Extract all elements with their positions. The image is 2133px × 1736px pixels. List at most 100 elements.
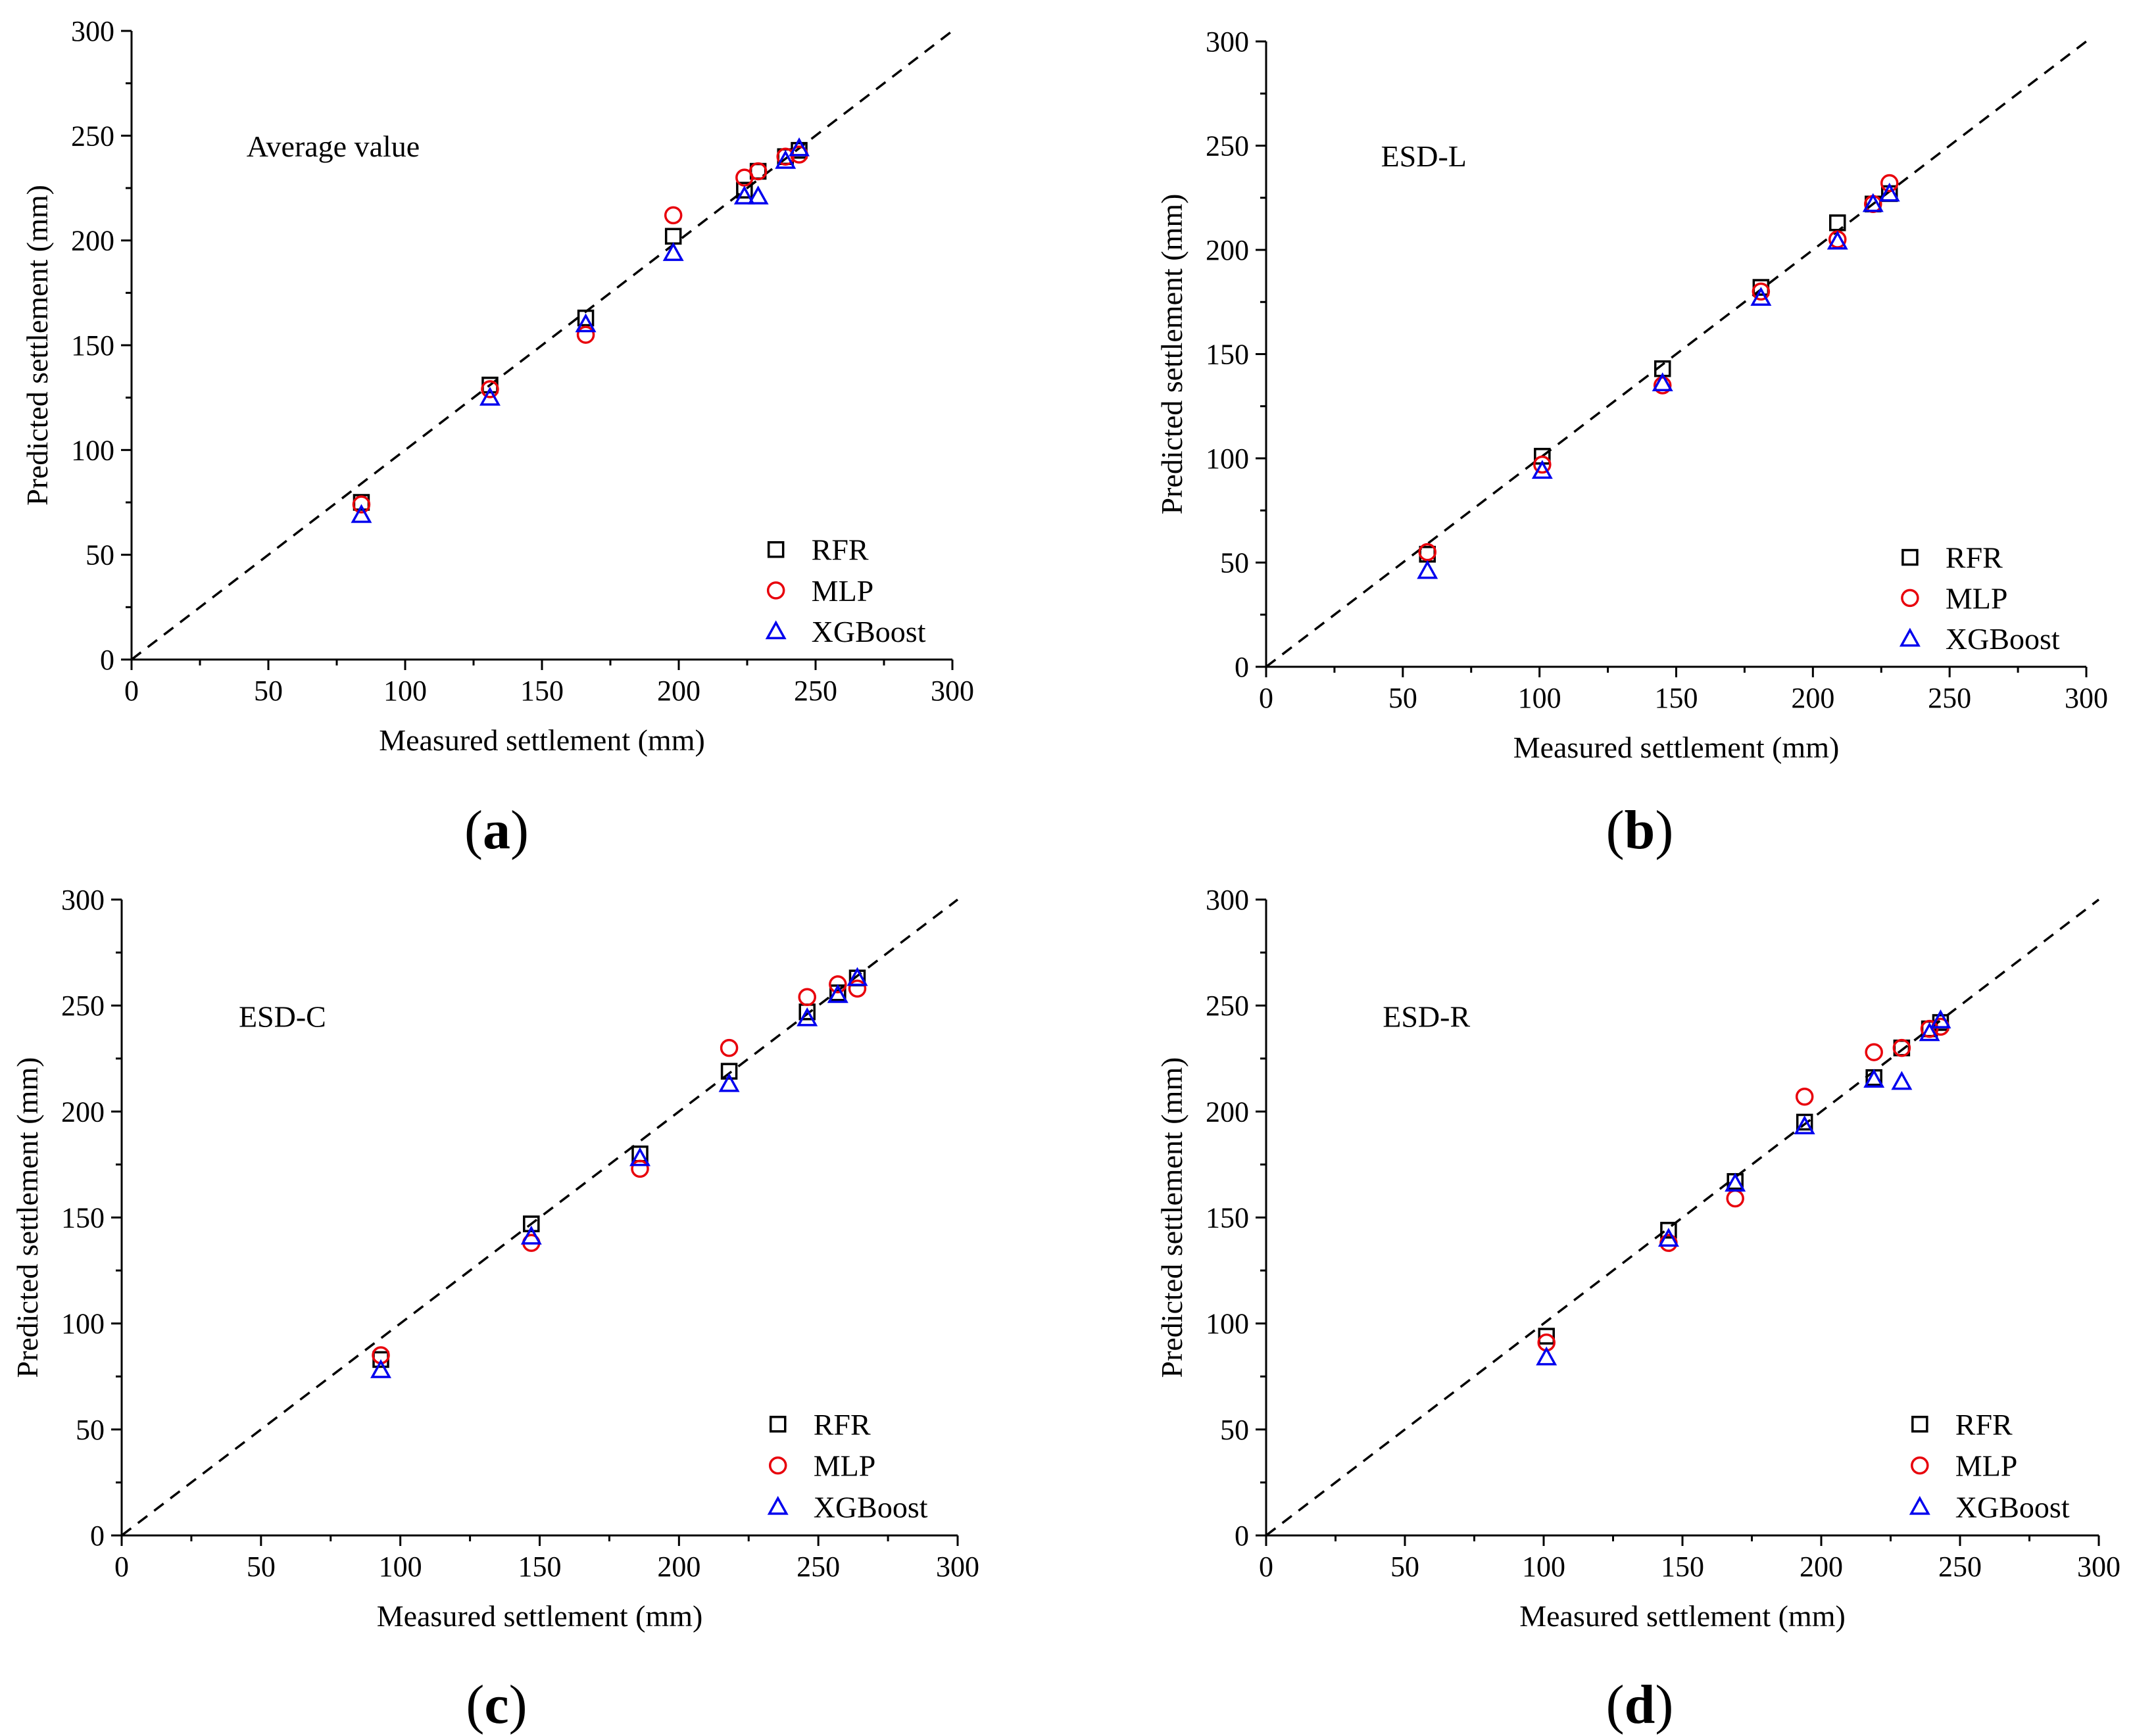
data-point-mlp	[1795, 1088, 1814, 1106]
data-point-rfr	[523, 1215, 540, 1232]
legend-label: MLP	[812, 574, 874, 608]
y-tick-label: 300	[71, 15, 114, 47]
y-tick-label: 200	[61, 1096, 105, 1128]
data-point-xgboost	[797, 1007, 818, 1026]
panel-label-close: )	[1655, 1674, 1673, 1735]
data-point-rfr	[577, 309, 595, 327]
data-point-xgboost	[789, 137, 810, 157]
y-tick-label: 50	[1220, 547, 1249, 579]
data-point-rfr	[1796, 1113, 1813, 1131]
panel-label-close: )	[509, 1674, 527, 1735]
legend-label: MLP	[814, 1449, 876, 1483]
data-point-mlp	[352, 495, 371, 514]
y-tick-label: 100	[71, 434, 114, 466]
panel-label-letter: b	[1625, 800, 1655, 861]
data-point-mlp	[720, 1038, 739, 1057]
data-point-xgboost	[1725, 1172, 1746, 1192]
reference-line	[1265, 40, 2088, 668]
data-point-xgboost	[1417, 560, 1438, 579]
y-axis-title: Predicted settlement (mm)	[11, 1057, 44, 1378]
data-point-xgboost	[629, 1147, 650, 1167]
legend-label: XGBoost	[812, 615, 926, 648]
series-rfr	[1419, 185, 1898, 563]
y-tick-label: 0	[100, 644, 114, 676]
y-tick-label: 100	[1206, 1308, 1249, 1340]
data-point-rfr	[664, 228, 682, 245]
series-mlp	[372, 975, 867, 1364]
y-tick-label: 250	[71, 120, 114, 152]
data-point-xgboost	[718, 1073, 740, 1092]
data-point-xgboost	[1531, 460, 1553, 479]
y-tick-label: 150	[1206, 1202, 1249, 1234]
x-axis-title: Measured settlement (mm)	[1519, 1599, 1846, 1633]
data-point-xgboost	[1536, 1346, 1557, 1366]
data-point-mlp	[776, 147, 795, 166]
data-point-mlp	[1880, 174, 1899, 193]
legend-label: RFR	[1955, 1408, 2013, 1441]
x-tick-label: 300	[2065, 682, 2108, 714]
legend: RFR MLP XGBoost	[1899, 541, 2060, 656]
y-tick-label: 300	[61, 884, 105, 916]
data-point-xgboost	[1891, 1071, 1913, 1090]
legend-marker-rfr	[1901, 548, 1919, 566]
data-point-xgboost	[520, 1225, 542, 1245]
data-point-mlp	[1892, 1038, 1911, 1057]
y-axis-title: Predicted settlement (mm)	[1155, 194, 1189, 515]
legend-marker-mlp	[766, 581, 785, 600]
x-tick-label: 300	[936, 1551, 979, 1583]
y-tick-label: 150	[61, 1202, 105, 1234]
x-tick-label: 250	[1928, 682, 1971, 714]
y-tick-label: 50	[1220, 1414, 1249, 1446]
legend-label: XGBoost	[814, 1490, 928, 1524]
data-point-xgboost	[1652, 372, 1673, 392]
x-tick-label: 300	[2077, 1551, 2121, 1583]
data-point-rfr	[1538, 1328, 1555, 1345]
data-point-mlp	[798, 988, 816, 1007]
data-point-rfr	[736, 181, 753, 199]
y-tick-label: 100	[1206, 443, 1249, 475]
legend-label: MLP	[1955, 1449, 2018, 1483]
data-point-xgboost	[479, 387, 501, 406]
x-tick-label: 200	[657, 675, 700, 707]
legend-label: RFR	[1946, 541, 2003, 575]
legend-marker-mlp	[1901, 589, 1919, 608]
data-point-xgboost	[662, 242, 684, 261]
series-xgboost	[351, 137, 810, 523]
panel-label-open: (	[1606, 800, 1625, 861]
data-point-xgboost	[1862, 193, 1884, 212]
x-tick-label: 200	[1800, 1551, 1843, 1583]
data-point-xgboost	[775, 149, 797, 169]
y-tick-label: 50	[76, 1414, 105, 1446]
x-tick-label: 0	[114, 1551, 129, 1583]
chart-annotation: ESD-L	[1381, 139, 1467, 173]
data-point-xgboost	[827, 984, 848, 1003]
data-point-mlp	[1865, 1043, 1883, 1061]
data-point-xgboost	[1794, 1115, 1815, 1135]
series-rfr	[372, 969, 866, 1368]
legend-marker-xgboost	[1899, 627, 1921, 647]
legend-marker-mlp	[1911, 1456, 1929, 1475]
x-tick-label: 200	[1791, 682, 1834, 714]
data-point-xgboost	[370, 1359, 391, 1378]
x-tick-label: 150	[518, 1551, 562, 1583]
y-tick-label: 100	[61, 1308, 105, 1340]
chart-annotation: ESD-C	[239, 1000, 326, 1033]
panel-label-open: (	[1606, 1674, 1625, 1735]
legend-label: RFR	[812, 533, 869, 567]
data-point-mlp	[1920, 1019, 1939, 1038]
x-axis-title: Measured settlement (mm)	[379, 723, 705, 757]
x-tick-label: 100	[383, 675, 427, 707]
legend-label: MLP	[1946, 581, 2008, 615]
chart-panel-3: 0 50 100 150 200 250 300 0 50 100 150 200 250 300 Meas…	[11, 884, 979, 1633]
legend-marker-rfr	[767, 541, 785, 558]
x-tick-label: 100	[1522, 1551, 1565, 1583]
y-tick-label: 250	[1206, 130, 1249, 162]
x-tick-label: 0	[124, 675, 139, 707]
y-tick-label: 250	[61, 990, 105, 1022]
panel-label-close: )	[510, 800, 529, 861]
data-point-xgboost	[575, 313, 597, 333]
series-xgboost	[370, 967, 868, 1378]
y-tick-label: 300	[1206, 26, 1249, 58]
data-point-mlp	[481, 380, 499, 398]
